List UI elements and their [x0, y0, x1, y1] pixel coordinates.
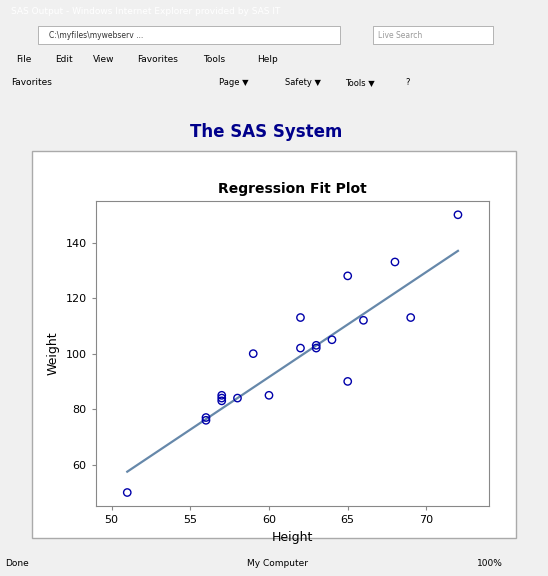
- Text: The SAS System: The SAS System: [190, 123, 342, 142]
- Text: Favorites: Favorites: [137, 55, 178, 63]
- Text: Tools: Tools: [203, 55, 225, 63]
- X-axis label: Height: Height: [272, 531, 313, 544]
- Text: Live Search: Live Search: [378, 31, 423, 40]
- Text: C:\myfiles\mywebserv ...: C:\myfiles\mywebserv ...: [49, 31, 144, 40]
- Point: [218, 393, 226, 403]
- Text: Safety ▼: Safety ▼: [285, 78, 321, 88]
- Point: [328, 335, 336, 344]
- Point: [123, 488, 132, 497]
- Point: [265, 391, 273, 400]
- Text: Page ▼: Page ▼: [219, 78, 249, 88]
- Title: Regression Fit Plot: Regression Fit Plot: [218, 181, 367, 195]
- Point: [296, 313, 305, 322]
- Text: My Computer: My Computer: [247, 559, 307, 569]
- Point: [312, 340, 321, 350]
- Point: [202, 413, 210, 422]
- Point: [249, 349, 258, 358]
- Point: [344, 271, 352, 281]
- Point: [312, 343, 321, 353]
- Point: [344, 377, 352, 386]
- FancyBboxPatch shape: [373, 26, 493, 44]
- Point: [359, 316, 368, 325]
- Text: Edit: Edit: [55, 55, 72, 63]
- Point: [218, 391, 226, 400]
- Text: File: File: [16, 55, 32, 63]
- Text: Help: Help: [258, 55, 278, 63]
- Point: [406, 313, 415, 322]
- Point: [218, 396, 226, 406]
- Text: Tools ▼: Tools ▼: [345, 78, 375, 88]
- FancyBboxPatch shape: [38, 26, 340, 44]
- Text: Favorites: Favorites: [11, 78, 52, 88]
- Text: ?: ?: [406, 78, 410, 88]
- Y-axis label: Weight: Weight: [47, 332, 60, 376]
- Text: 100%: 100%: [477, 559, 503, 569]
- Text: Done: Done: [5, 559, 29, 569]
- Point: [202, 416, 210, 425]
- Point: [391, 257, 399, 267]
- FancyBboxPatch shape: [32, 151, 516, 539]
- Point: [296, 343, 305, 353]
- Point: [233, 393, 242, 403]
- Text: View: View: [93, 55, 115, 63]
- Text: SAS Output - Windows Internet Explorer provided by SAS IT: SAS Output - Windows Internet Explorer p…: [11, 6, 281, 16]
- Point: [454, 210, 463, 219]
